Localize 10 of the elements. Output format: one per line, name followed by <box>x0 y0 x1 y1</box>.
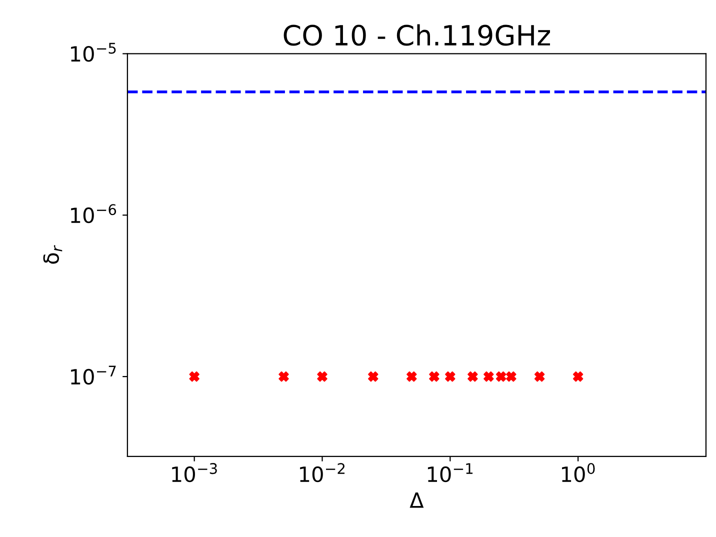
x-tick-label: 10$^{−2}$ <box>300 463 345 482</box>
y-tick-label: 10$^{−5}$ <box>71 42 116 62</box>
x-axis-title: Δ <box>410 492 424 508</box>
y-tick-label: 10$^{−7}$ <box>71 366 116 385</box>
x-tick-label: 10$^{0}$ <box>562 463 595 482</box>
y-axis-title: δ$_{r}$ <box>43 245 62 264</box>
y-tick-label: 10$^{−6}$ <box>71 204 116 224</box>
chart-title: CO 10 - Ch.119GHz <box>284 24 550 46</box>
x-tick-label: 10$^{−1}$ <box>428 463 473 482</box>
x-tick-label: 10$^{−3}$ <box>172 463 217 482</box>
